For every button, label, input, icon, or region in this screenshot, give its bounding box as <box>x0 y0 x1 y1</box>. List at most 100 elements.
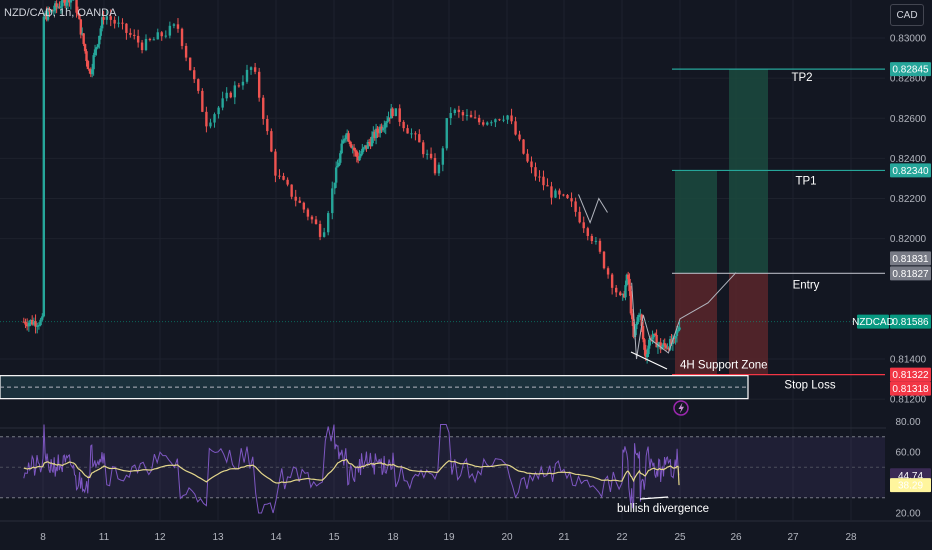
candle-body <box>621 293 624 296</box>
candle-body <box>209 122 212 127</box>
candle-body <box>86 61 90 70</box>
candle-body <box>384 122 387 128</box>
entry-price-tag-bg <box>890 266 931 281</box>
candle-body <box>562 194 565 196</box>
candle-body <box>406 128 409 134</box>
candle-body <box>506 115 509 120</box>
tp2-price-tag-text: 0.82845 <box>892 65 929 76</box>
marker-price-tag-bg <box>890 251 931 266</box>
candle-body <box>96 44 100 48</box>
position-tool[interactable]: TP2 TP1 Entry Stop Loss <box>672 68 885 392</box>
candle-body <box>351 147 354 149</box>
stop-loss-zone-2[interactable] <box>729 273 768 375</box>
candle-body <box>514 121 517 135</box>
rsi-panel[interactable]: bullish divergence <box>0 424 932 515</box>
candle-body <box>677 329 680 332</box>
candle-body <box>363 145 367 148</box>
candle-body <box>376 128 379 133</box>
candle-body <box>494 119 497 123</box>
tp2-label: TP2 <box>791 72 812 84</box>
candle-body <box>414 133 417 135</box>
rsi-line <box>23 424 680 514</box>
candle-body <box>27 322 31 327</box>
rsi-ma-line <box>23 458 680 486</box>
candle-body <box>654 333 657 335</box>
candle-body <box>425 153 429 155</box>
candle-body <box>678 327 681 330</box>
candle-body <box>32 321 36 325</box>
candle-body <box>675 331 679 337</box>
currency-button[interactable]: CAD <box>890 4 924 26</box>
candle-body <box>52 10 55 12</box>
candle-body <box>624 285 627 298</box>
tp1-price-tag-bg <box>890 163 931 178</box>
candle-body <box>388 117 392 119</box>
candle-body <box>314 219 318 225</box>
stop-loss-zone-1[interactable] <box>675 273 717 375</box>
candle-body <box>22 321 25 323</box>
candle-body <box>89 70 92 75</box>
candle-body <box>76 12 80 15</box>
candle-body <box>201 90 204 112</box>
rsi-value-tag-text: 44.74 <box>898 471 923 482</box>
rsi-ma-value-tag: 38.29 <box>890 478 931 493</box>
candle-body <box>88 69 91 71</box>
candle-body <box>631 313 634 320</box>
candle-body <box>429 153 433 159</box>
time-tick-label: 25 <box>674 532 686 543</box>
candle-body <box>152 39 156 41</box>
rsi-ma-value-tag-bg <box>890 478 931 493</box>
symbol-tag-text: NZDCAD <box>852 317 894 328</box>
candle-body <box>647 345 650 355</box>
tp1-price-tag: 0.82340 <box>890 163 931 178</box>
candle-body <box>381 128 385 131</box>
candle-body <box>241 81 245 86</box>
candle-body <box>225 92 228 99</box>
candle-body <box>337 162 341 167</box>
candle-body <box>348 141 352 145</box>
time-tick-label: 11 <box>99 532 110 543</box>
candle-body <box>391 108 394 117</box>
candle-body <box>95 47 98 50</box>
candle-body <box>290 184 293 197</box>
current-price-tag-text: 0.81586 <box>892 317 929 328</box>
candle-body <box>78 14 81 20</box>
candle-body <box>370 136 374 147</box>
candle-body <box>121 22 124 24</box>
candle-body <box>374 128 378 139</box>
time-tick-label: 28 <box>845 532 857 543</box>
candle-body <box>233 85 237 98</box>
support-zone[interactable]: 4H Support Zone <box>0 360 768 400</box>
candle-body <box>632 319 635 337</box>
candle-body <box>362 147 365 149</box>
candle-body <box>61 0 64 7</box>
pattern-drawings[interactable] <box>578 194 737 370</box>
time-tick-label: 22 <box>616 532 628 543</box>
take-profit-zone-2[interactable] <box>729 69 768 274</box>
time-tick-label: 20 <box>501 532 513 543</box>
candle-body <box>538 176 541 178</box>
take-profit-zone-1[interactable] <box>675 170 717 274</box>
candle-body <box>176 24 180 29</box>
candle-body <box>318 224 322 237</box>
candle-body <box>59 6 63 8</box>
candle-body <box>66 0 70 3</box>
candle-body <box>83 44 87 52</box>
candle-body <box>651 337 654 339</box>
candle-body <box>644 349 647 358</box>
support-pointer-line <box>630 351 668 370</box>
time-tick-label: 27 <box>787 532 799 543</box>
candle-body <box>172 24 176 26</box>
price-tick-label: 0.82000 <box>890 234 927 245</box>
candle-body <box>193 70 196 80</box>
candle-body <box>366 141 370 149</box>
candle-body <box>69 0 73 3</box>
lightning-icon[interactable] <box>673 400 689 416</box>
candle-body <box>410 133 413 135</box>
candle-body <box>622 293 626 298</box>
candle-body <box>542 176 545 186</box>
candle-body <box>640 314 643 326</box>
time-axis-ticks: 8 11 12 13 14 15 18 19 20 21 22 25 26 27 28 <box>40 532 857 543</box>
candle-body <box>105 16 108 20</box>
